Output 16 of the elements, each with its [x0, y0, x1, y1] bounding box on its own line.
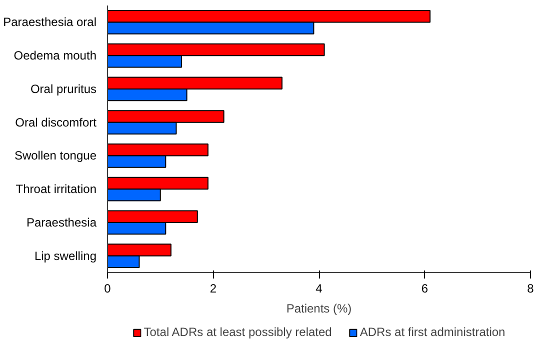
y-tick-label: Oral discomfort [15, 115, 98, 130]
x-tick-label: 2 [210, 282, 217, 296]
y-tick-label: Oedema mouth [14, 48, 97, 63]
y-tick-label: Oral pruritus [30, 82, 97, 96]
x-tick-label: 6 [421, 282, 428, 296]
y-tick-label: Throat irritation [16, 182, 97, 196]
y-tick-label: Paraesthesia oral [3, 15, 97, 30]
y-tick-label: Swollen tongue [14, 148, 97, 163]
y-tick-label: Lip swelling [34, 248, 97, 263]
x-tick-label: 8 [527, 282, 534, 296]
legend-label: Total ADRs at least possibly related [144, 325, 332, 339]
x-tick-label: 4 [316, 282, 323, 296]
legend-label: ADRs at first administration [360, 325, 506, 339]
x-axis-title: Patients (%) [286, 302, 352, 316]
x-tick-label: 0 [104, 282, 112, 296]
y-tick-label: Paraesthesia [26, 215, 97, 230]
